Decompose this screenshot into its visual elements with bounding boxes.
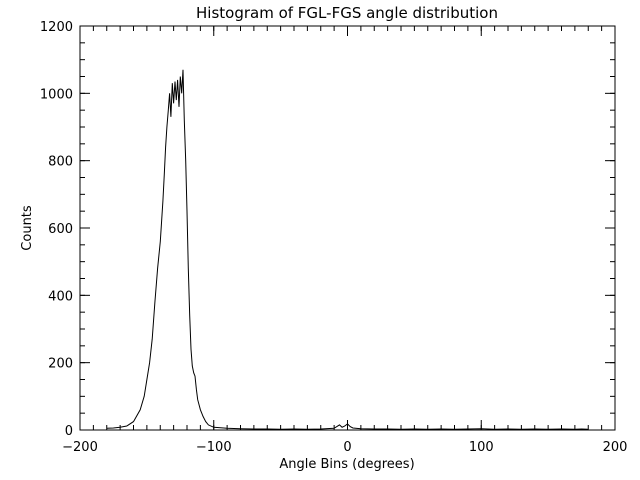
plot-frame	[79, 25, 616, 431]
y-tick-label: 200	[48, 357, 73, 372]
chart-title: Histogram of FGL-FGS angle distribution	[196, 4, 498, 22]
x-tick-label: 100	[469, 440, 494, 455]
x-tick-label: 0	[343, 440, 351, 455]
minor-ticks	[79, 25, 616, 431]
y-tick-label: 600	[48, 222, 73, 237]
y-tick-label: 1000	[40, 87, 73, 102]
y-tick-label: 400	[48, 289, 73, 304]
series-line	[106, 69, 589, 430]
y-axis-label: Counts	[20, 205, 35, 251]
x-tick-label: −100	[196, 440, 232, 455]
plot-area	[79, 25, 616, 431]
y-tick-labels: 0 200 400 600 800 1000 1200	[40, 20, 73, 439]
y-tick-label: 1200	[40, 20, 73, 35]
x-tick-label: −200	[62, 440, 98, 455]
y-tick-label: 0	[65, 424, 73, 439]
x-axis-label: Angle Bins (degrees)	[279, 457, 414, 472]
x-tick-labels: −200 −100 0 100 200	[62, 440, 627, 455]
major-ticks	[79, 25, 616, 431]
x-tick-label: 200	[603, 440, 628, 455]
y-tick-label: 800	[48, 155, 73, 170]
